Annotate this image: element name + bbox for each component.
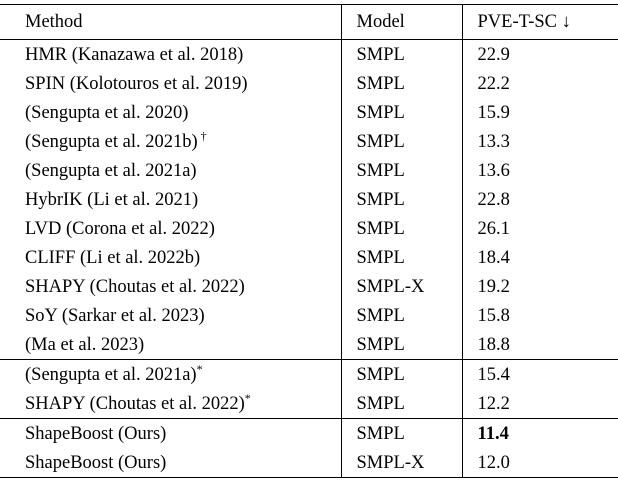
table-group-prior-methods: HMR (Kanazawa et al. 2018) SMPL 22.9 SPIN (… (0, 39, 618, 360)
method-marker: † (197, 128, 207, 143)
column-header-model: Model (340, 4, 462, 40)
table-row: (Sengupta et al. 2020) SMPL 15.9 (0, 98, 618, 127)
model-cell: SMPL-X (340, 448, 462, 478)
table-row: (Ma et al. 2023) SMPL 18.8 (0, 330, 618, 360)
model-cell: SMPL (340, 69, 462, 98)
value-cell: 15.9 (461, 98, 618, 127)
table-row: ShapeBoost (Ours) SMPL 11.4 (0, 418, 618, 448)
model-cell: SMPL (340, 330, 462, 360)
model-cell: SMPL (340, 185, 462, 214)
table-row: HybrIK (Li et al. 2021) SMPL 22.8 (0, 185, 618, 214)
table-row: (Sengupta et al. 2021a)* SMPL 15.4 (0, 359, 618, 389)
table-row: SHAPY (Choutas et al. 2022)* SMPL 12.2 (0, 389, 618, 419)
method-marker: * (196, 361, 203, 376)
value-cell: 13.3 (461, 127, 618, 156)
method-cell: ShapeBoost (Ours) (25, 423, 167, 444)
value-cell: 11.4 (461, 418, 618, 448)
method-cell: (Sengupta et al. 2020) (25, 102, 189, 123)
value-cell: 26.1 (461, 214, 618, 243)
model-cell: SMPL (340, 98, 462, 127)
table-group-ours: ShapeBoost (Ours) SMPL 11.4 ShapeBoost (Our… (0, 418, 618, 478)
table-row: (Sengupta et al. 2021b) † SMPL 13.3 (0, 127, 618, 156)
model-cell: SMPL (340, 389, 462, 419)
value-cell: 18.4 (461, 243, 618, 272)
value-cell: 15.8 (461, 301, 618, 330)
method-cell: SHAPY (Choutas et al. 2022)* (25, 390, 251, 414)
value-cell: 15.4 (461, 359, 618, 389)
table-row: LVD (Corona et al. 2022) SMPL 26.1 (0, 214, 618, 243)
method-cell: (Ma et al. 2023) (25, 334, 145, 355)
model-cell: SMPL-X (340, 272, 462, 301)
method-cell: SoY (Sarkar et al. 2023) (25, 305, 205, 326)
method-cell: ShapeBoost (Ours) (25, 452, 167, 473)
model-cell: SMPL (340, 243, 462, 272)
model-cell: SMPL (340, 39, 462, 69)
method-cell: (Sengupta et al. 2021a)* (25, 361, 203, 385)
method-cell: (Sengupta et al. 2021a) (25, 160, 197, 181)
column-header-method: Method (25, 12, 83, 32)
column-header-pve-t-sc: PVE-T-SC ↓ (461, 4, 618, 40)
header-row: Method Model PVE-T-SC ↓ (0, 4, 618, 40)
model-cell: SMPL (340, 214, 462, 243)
method-cell: HMR (Kanazawa et al. 2018) (25, 44, 244, 65)
table-row: HMR (Kanazawa et al. 2018) SMPL 22.9 (0, 39, 618, 69)
value-cell: 13.6 (461, 156, 618, 185)
method-cell: (Sengupta et al. 2021b) † (25, 128, 207, 152)
model-cell: SMPL (340, 301, 462, 330)
table-row: SoY (Sarkar et al. 2023) SMPL 15.8 (0, 301, 618, 330)
value-cell: 18.8 (461, 330, 618, 360)
method-marker: * (244, 390, 251, 405)
model-cell: SMPL (340, 418, 462, 448)
method-cell: CLIFF (Li et al. 2022b) (25, 247, 201, 268)
table-group-starred-methods: (Sengupta et al. 2021a)* SMPL 15.4 SHAPY (C… (0, 359, 618, 419)
value-cell: 22.8 (461, 185, 618, 214)
table-row: SPIN (Kolotouros et al. 2019) SMPL 22.2 (0, 69, 618, 98)
method-cell: SHAPY (Choutas et al. 2022) (25, 276, 245, 297)
value-cell: 12.2 (461, 389, 618, 419)
method-cell: SPIN (Kolotouros et al. 2019) (25, 73, 248, 94)
model-cell: SMPL (340, 127, 462, 156)
model-cell: SMPL (340, 156, 462, 185)
value-cell: 12.0 (461, 448, 618, 478)
value-cell: 19.2 (461, 272, 618, 301)
table-header: Method Model PVE-T-SC ↓ (0, 4, 618, 40)
table-row: SHAPY (Choutas et al. 2022) SMPL-X 19.2 (0, 272, 618, 301)
method-cell: LVD (Corona et al. 2022) (25, 218, 215, 239)
model-cell: SMPL (340, 359, 462, 389)
value-cell: 22.2 (461, 69, 618, 98)
method-cell: HybrIK (Li et al. 2021) (25, 189, 199, 210)
table-row: ShapeBoost (Ours) SMPL-X 12.0 (0, 448, 618, 478)
table-row: (Sengupta et al. 2021a) SMPL 13.6 (0, 156, 618, 185)
value-cell: 22.9 (461, 39, 618, 69)
results-table: Method Model PVE-T-SC ↓ HMR (Kanazawa et… (0, 4, 618, 478)
paper-table-container: Method Model PVE-T-SC ↓ HMR (Kanazawa et… (0, 4, 618, 478)
table-row: CLIFF (Li et al. 2022b) SMPL 18.4 (0, 243, 618, 272)
